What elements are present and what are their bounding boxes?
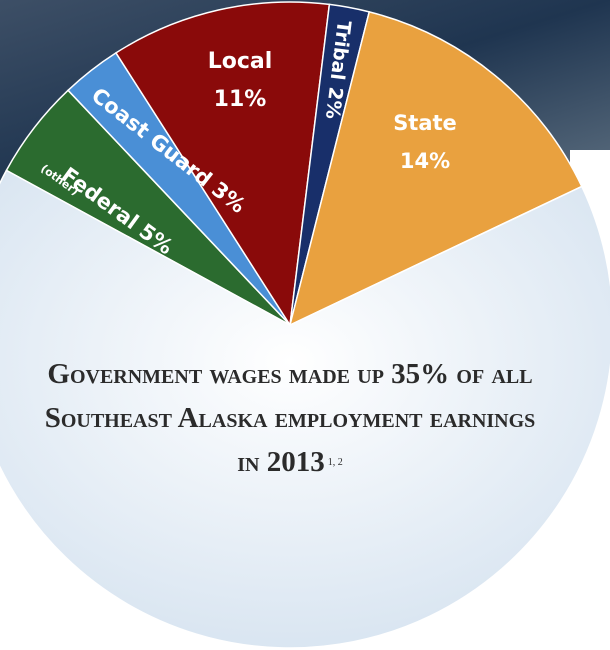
pie-slice (114, 1, 331, 328)
annotation-text: Government wages made up 35% of all Sout… (44, 358, 536, 478)
slice-label: Local (208, 49, 273, 74)
pie-slice (0, 169, 610, 649)
footnote-refs: 1, 2 (327, 457, 343, 468)
annotation: Government wages made up 35% of all Sout… (40, 352, 540, 485)
pie-slice (288, 10, 583, 327)
slice-value-label: 14% (400, 149, 450, 173)
slice-label: State (393, 111, 457, 135)
slice-value-label: 11% (214, 87, 267, 112)
slice-value-label: 2% (321, 86, 347, 121)
